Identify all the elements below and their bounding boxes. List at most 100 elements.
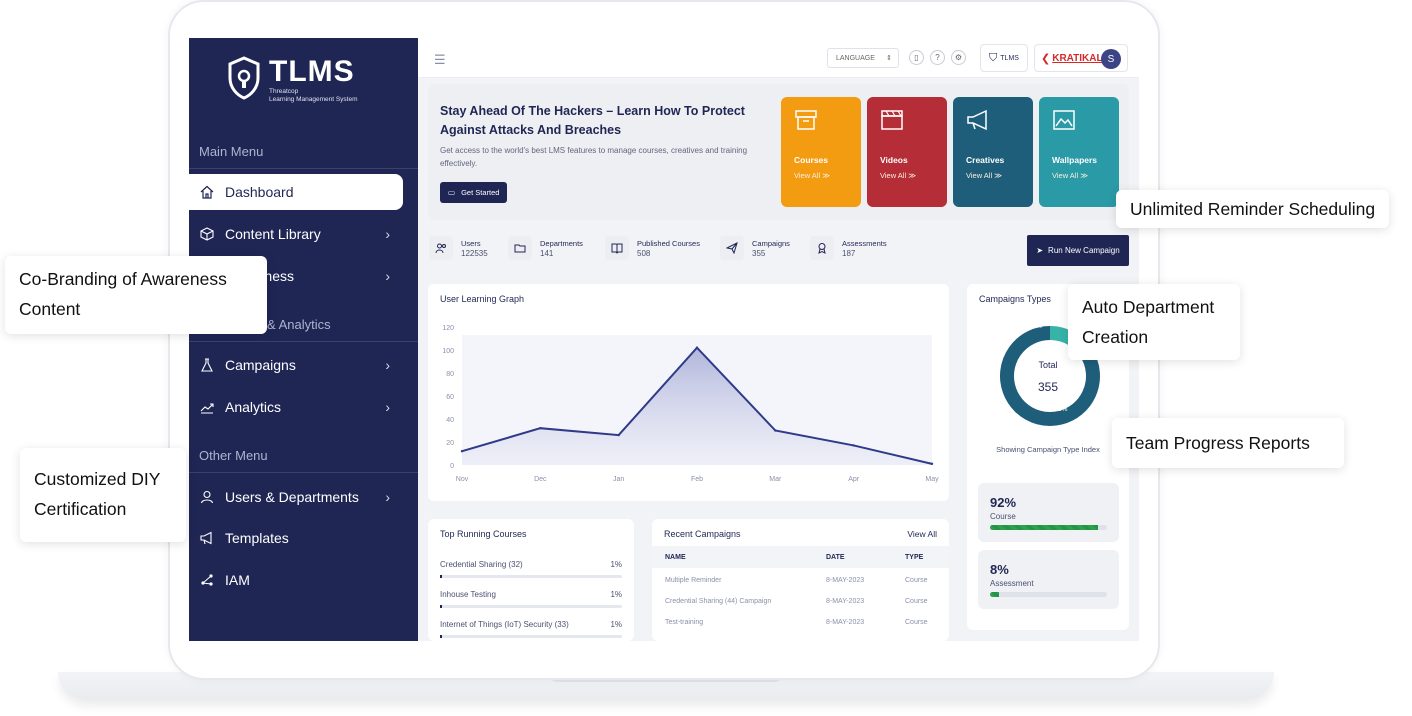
donut-total-value: 355 — [1037, 380, 1059, 394]
list-item[interactable]: Inhouse Testing 1% — [440, 590, 622, 608]
stat-departments: Departments 141 — [508, 236, 583, 260]
shield-icon: ⛉ — [989, 51, 998, 64]
sidebar-item-analytics[interactable]: Analytics › — [189, 389, 418, 425]
menu-toggle-icon[interactable]: ☰ — [434, 52, 446, 67]
card-title: Top Running Courses — [440, 529, 527, 539]
sidebar-item-iam[interactable]: IAM — [189, 562, 418, 598]
callout-line: Auto Department — [1082, 297, 1215, 317]
course-progress-bar — [440, 635, 622, 638]
send-icon — [720, 236, 744, 260]
progress-fill — [440, 635, 442, 638]
tlms-badge[interactable]: ⛉ TLMS — [980, 44, 1028, 72]
tile-wallpapers[interactable]: Wallpapers View All ≫ — [1039, 97, 1119, 207]
divider — [189, 472, 418, 473]
y-tick-label: 100 — [442, 348, 454, 355]
course-progress-bar — [440, 605, 622, 608]
sidebar-item-users-departments[interactable]: Users & Departments › — [189, 479, 418, 515]
progress-label: Course — [990, 512, 1016, 521]
data-point — [774, 429, 777, 432]
main-menu-heading: Main Menu — [199, 144, 264, 159]
y-tick-label: 40 — [446, 417, 454, 424]
hero-banner: Stay Ahead Of The Hackers – Learn How To… — [428, 84, 1129, 220]
x-tick-label: Nov — [456, 476, 469, 483]
tile-view-all-link[interactable]: View All ≫ — [966, 171, 1003, 180]
data-point — [695, 346, 699, 349]
help-icon[interactable]: ? — [930, 50, 945, 65]
sidebar-item-content-library[interactable]: Content Library › — [189, 216, 418, 252]
top-courses-card: Top Running Courses Credential Sharing (… — [428, 519, 634, 641]
stat-label: Users — [461, 239, 481, 248]
tile-view-all-link[interactable]: View All ≫ — [794, 171, 831, 180]
hero-title: Stay Ahead Of The Hackers – Learn How To… — [440, 104, 745, 137]
run-new-campaign-button[interactable]: ➤ Run New Campaign — [1027, 235, 1129, 266]
cell-date: 8-MAY-2023 — [826, 619, 865, 626]
tlms-logo[interactable]: TLMS Threatcop Learning Management Syste… — [227, 56, 358, 104]
sidebar-item-dashboard[interactable]: Dashboard — [189, 174, 403, 210]
list-item[interactable]: Credential Sharing (32) 1% — [440, 560, 622, 578]
callout-line: Creation — [1082, 327, 1149, 347]
sidebar-item-templates[interactable]: Templates — [189, 520, 418, 556]
get-started-button[interactable]: ▭ Get Started — [440, 182, 508, 203]
list-item[interactable]: Internet of Things (IoT) Security (33) 1… — [440, 620, 622, 638]
tile-title: Videos — [880, 155, 908, 165]
folder-icon — [508, 236, 532, 260]
y-tick-label: 20 — [446, 440, 454, 447]
stat-assessments: Assessments 187 — [810, 236, 887, 260]
donut-caption: Showing Campaign Type Index — [996, 445, 1100, 454]
sidebar-item-label: Campaigns — [225, 357, 296, 373]
progress-label: Assessment — [990, 579, 1034, 588]
progress-track — [990, 592, 1107, 597]
tile-courses[interactable]: Courses View All ≫ — [781, 97, 861, 207]
book-open-icon — [605, 236, 629, 260]
tile-view-all-link[interactable]: View All ≫ — [1052, 171, 1089, 180]
tile-view-all-link[interactable]: View All ≫ — [880, 171, 917, 180]
book-open-icon[interactable]: ▯ — [909, 50, 924, 65]
divider — [189, 341, 418, 342]
sidebar-item-label: Analytics — [225, 399, 282, 415]
progress-value: 92% — [990, 495, 1017, 510]
gear-icon[interactable]: ⚙ — [951, 50, 966, 65]
get-started-label: Get Started — [461, 188, 500, 197]
language-select[interactable]: LANGUAGE ⇕ — [827, 48, 899, 68]
chevron-right-icon: › — [385, 268, 390, 284]
tlms-badge-label: TLMS — [1000, 54, 1019, 62]
megaphone-icon — [967, 109, 987, 131]
cell-name[interactable]: Multiple Reminder — [665, 577, 722, 584]
home-icon — [199, 184, 215, 200]
column-header-name: NAME — [665, 554, 686, 561]
x-tick-label: May — [925, 476, 939, 483]
y-tick-label: 60 — [446, 394, 454, 401]
tile-title: Creatives — [966, 155, 1005, 165]
cell-date: 8-MAY-2023 — [826, 577, 865, 584]
data-point — [460, 450, 464, 453]
cell-name[interactable]: Test-training — [665, 619, 704, 626]
clapperboard-icon — [881, 110, 903, 130]
kratikal-logo-icon: ❮ — [1041, 52, 1051, 65]
megaphone-icon — [199, 530, 215, 546]
sidebar-item-campaigns[interactable]: Campaigns › — [189, 347, 418, 383]
hero-text: Get access to the world's best LMS featu… — [440, 146, 748, 168]
avatar[interactable]: S — [1101, 49, 1121, 69]
sidebar-item-label: Content Library — [225, 226, 321, 242]
callout-cobranding: Co-Branding of Awareness Content — [5, 256, 267, 334]
column-header-type: TYPE — [905, 554, 924, 561]
cell-name[interactable]: Credential Sharing (44) Campaign — [665, 598, 772, 605]
stat-value: 122535 — [461, 249, 488, 258]
tile-creatives[interactable]: Creatives View All ≫ — [953, 97, 1033, 207]
x-tick-label: Mar — [769, 476, 782, 483]
y-tick-label: 0 — [450, 463, 454, 470]
chevron-right-icon: › — [385, 226, 390, 242]
tile-title: Courses — [794, 155, 829, 165]
sidebar: TLMS Threatcop Learning Management Syste… — [189, 38, 418, 641]
view-all-link[interactable]: View All — [907, 529, 937, 539]
progress-fill — [990, 525, 1098, 530]
tile-videos[interactable]: Videos View All ≫ — [867, 97, 947, 207]
org-switcher[interactable]: ❮ KRATIKAL S — [1034, 44, 1128, 72]
sidebar-item-label: Dashboard — [225, 184, 294, 200]
cell-type: Course — [905, 577, 928, 584]
send-icon: ➤ — [1036, 246, 1044, 255]
sidebar-item-label: Users & Departments — [225, 489, 359, 505]
card-title: Campaigns Types — [979, 294, 1051, 304]
stat-label: Published Courses — [637, 239, 700, 248]
